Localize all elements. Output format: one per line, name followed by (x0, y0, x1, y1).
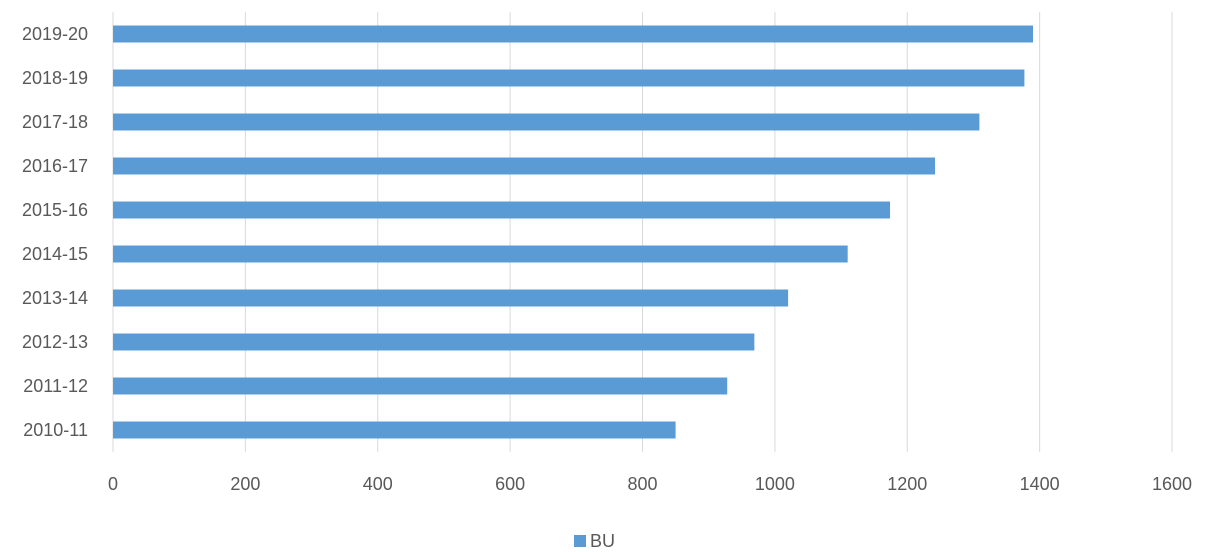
bar-2012-13 (113, 333, 755, 351)
bars (113, 25, 1034, 439)
y-category-label: 2011-12 (23, 376, 88, 396)
x-tick-label: 200 (230, 474, 260, 494)
bar-2010-11 (113, 421, 676, 439)
y-category-label: 2016-17 (22, 156, 88, 176)
x-tick-label: 1000 (755, 474, 795, 494)
x-tick-label: 1400 (1020, 474, 1060, 494)
y-category-label: 2010-11 (23, 420, 88, 440)
bar-2017-18 (113, 113, 980, 131)
legend-label-bu: BU (590, 531, 615, 551)
x-tick-label: 1600 (1152, 474, 1192, 494)
y-category-label: 2018-19 (22, 68, 88, 88)
bar-2011-12 (113, 377, 728, 395)
value-axis-labels: 0 200 400 600 800 1000 1200 1400 1600 (108, 474, 1192, 494)
x-tick-label: 1200 (887, 474, 927, 494)
x-tick-label: 800 (627, 474, 657, 494)
bar-2016-17 (113, 157, 936, 175)
bar-2015-16 (113, 201, 891, 219)
x-tick-label: 400 (363, 474, 393, 494)
bar-2019-20 (113, 25, 1034, 43)
bar-2013-14 (113, 289, 789, 307)
legend-swatch-bu (574, 535, 586, 547)
bar-2018-19 (113, 69, 1025, 87)
y-category-label: 2017-18 (22, 112, 88, 132)
y-category-label: 2014-15 (22, 244, 88, 264)
category-axis-labels: 2019-20 2018-19 2017-18 2016-17 2015-16 2014-… (22, 24, 88, 440)
bar-2014-15 (113, 245, 848, 263)
y-category-label: 2015-16 (22, 200, 88, 220)
y-category-label: 2019-20 (22, 24, 88, 44)
legend: BU (574, 531, 615, 551)
x-tick-label: 600 (495, 474, 525, 494)
y-category-label: 2012-13 (22, 332, 88, 352)
x-tick-label: 0 (108, 474, 118, 494)
y-category-label: 2013-14 (22, 288, 88, 308)
